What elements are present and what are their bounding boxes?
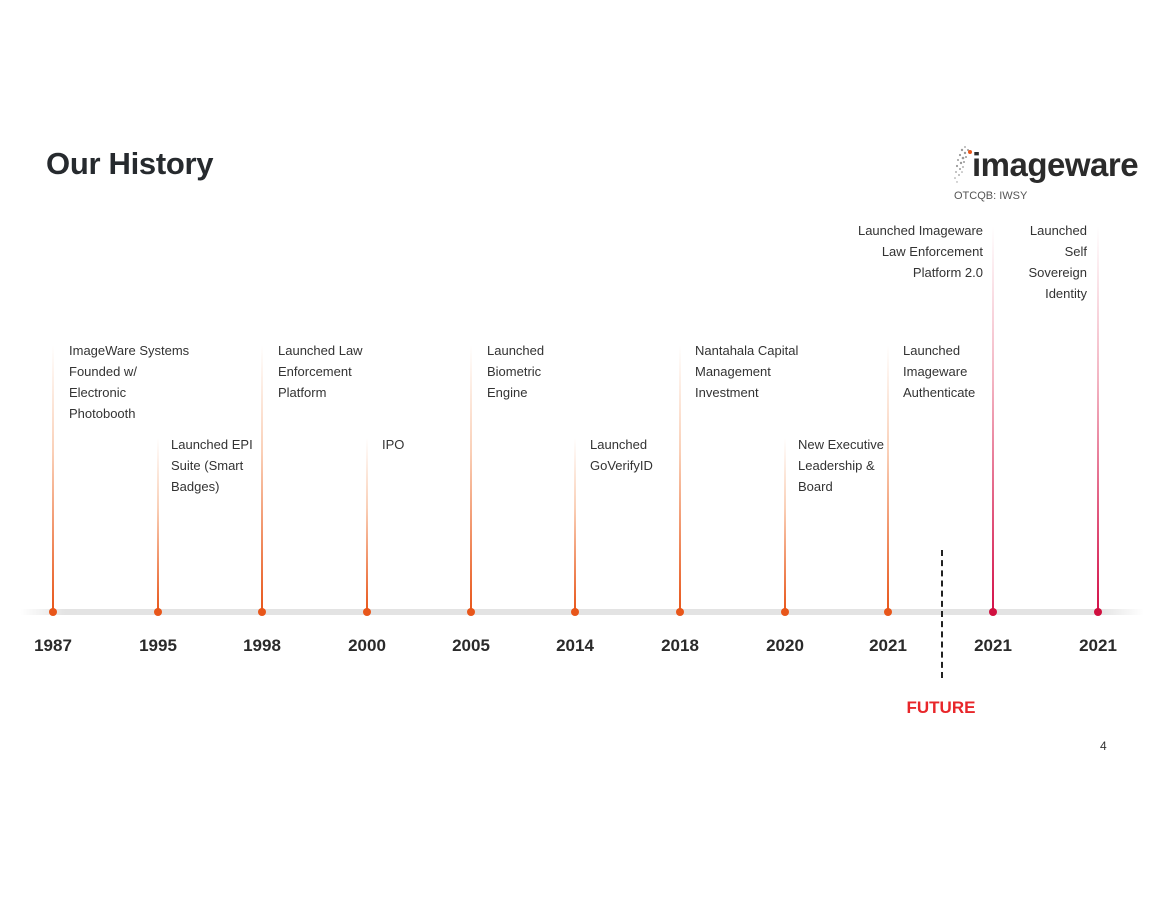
timeline-stem [52,345,54,612]
timeline-event-label: Launched Law Enforcement Platform [278,343,363,400]
timeline-stem [157,438,159,612]
timeline-year: 2005 [452,636,490,655]
timeline-marker [884,608,892,616]
timeline-stem [261,345,263,612]
timeline-stem [679,345,681,612]
timeline-stem [992,226,994,612]
timeline-stem [1097,226,1099,612]
timeline-event-label: IPO [382,437,405,452]
logo-wordmark: imageware [972,146,1139,183]
timeline-marker [676,608,684,616]
timeline-stem [366,438,368,612]
future-label: FUTURE [906,698,976,717]
timeline-stem [470,345,472,612]
imageware-logo: imageware OTCQB: IWSY [952,144,1139,206]
timeline-stem [574,438,576,612]
timeline-marker [1094,608,1102,616]
timeline-marker [467,608,475,616]
timeline-year: 2018 [661,636,699,655]
timeline-event-label: Launched EPI Suite (Smart Badges) [171,437,253,494]
timeline-year: 2000 [348,636,386,655]
timeline-axis [20,609,1144,615]
timeline-marker [989,608,997,616]
timeline-year: 1987 [34,636,72,655]
timeline-event-label: Launched Imageware Authenticate [903,343,976,400]
timeline-event-label: New Executive Leadership & Board [798,437,884,494]
timeline-year: 1995 [139,636,177,655]
stock-ticker: OTCQB: IWSY [954,190,1028,202]
timeline-stem [784,438,786,612]
timeline-event-label: Launched GoVerifyID [590,437,653,473]
timeline-year: 2021 [974,636,1012,655]
timeline-event-label: Launched Self Sovereign Identity [1028,223,1087,301]
page-number: 4 [1100,739,1107,753]
owl-logo-icon [954,146,972,183]
timeline-marker [781,608,789,616]
timeline-marker [154,608,162,616]
timeline-event-label: Nantahala Capital Management Investment [695,343,799,400]
timeline-year: 2020 [766,636,804,655]
future-divider [941,550,943,678]
timeline-marker [258,608,266,616]
slide-title: Our History [46,146,214,181]
timeline-event-label: Launched Imageware Law Enforcement Platf… [857,223,983,280]
timeline-event-label: ImageWare Systems Founded w/ Electronic … [69,343,190,421]
timeline-year: 2021 [869,636,907,655]
timeline-year: 2014 [556,636,594,655]
timeline-stem [887,345,889,612]
timeline-year: 2021 [1079,636,1117,655]
timeline-marker [363,608,371,616]
timeline-year: 1998 [243,636,281,655]
timeline-marker [49,608,57,616]
timeline-marker [571,608,579,616]
timeline-event-label: Launched Biometric Engine [487,343,545,400]
